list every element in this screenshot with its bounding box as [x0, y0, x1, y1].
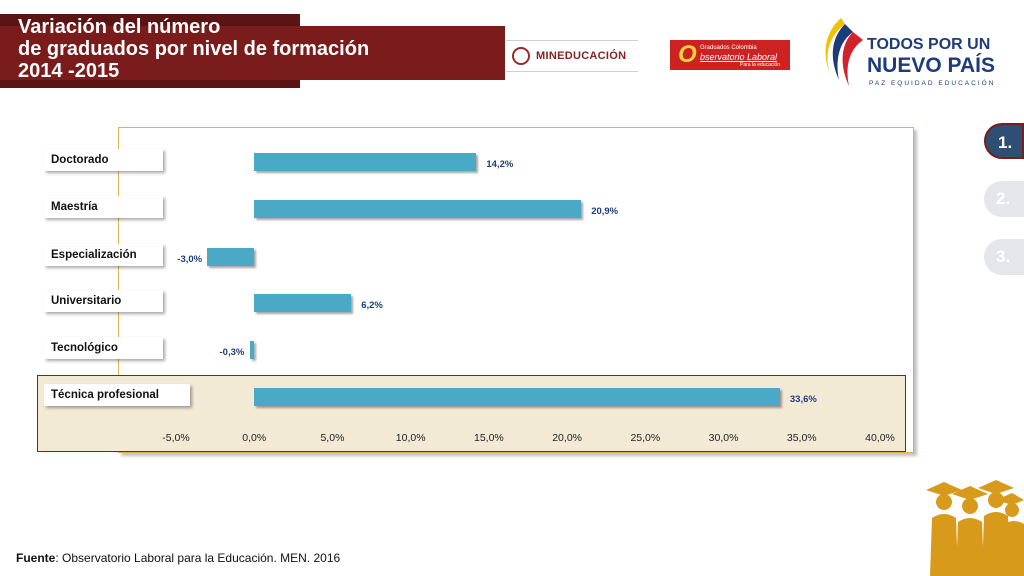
- nav-tab-2[interactable]: 2.: [984, 181, 1024, 217]
- bar: [249, 341, 255, 359]
- title-band: [0, 26, 505, 80]
- bar: [207, 248, 255, 266]
- bar: [254, 294, 352, 312]
- x-tick-label: 10,0%: [395, 432, 426, 444]
- category-label: Tecnológico: [44, 337, 163, 359]
- bar: [254, 153, 477, 171]
- observatorio-logo-line3: Para la educación: [740, 62, 781, 68]
- x-tick-label: 40,0%: [865, 432, 895, 444]
- graduates-silhouette-icon: [926, 480, 1024, 576]
- category-label: Técnica profesional: [44, 384, 190, 406]
- source-note: Fuente: Observatorio Laboral para la Edu…: [16, 551, 340, 565]
- x-tick-label: 5,0%: [320, 432, 345, 444]
- data-label: -0,3%: [219, 347, 245, 358]
- data-label: 33,6%: [789, 394, 817, 405]
- nav-tab-3[interactable]: 3.: [984, 239, 1024, 275]
- x-tick-label: 30,0%: [708, 432, 739, 444]
- mineducacion-logo-text: MINEDUCACIÓN: [536, 50, 627, 62]
- nav-tab-1[interactable]: 1.: [984, 123, 1024, 159]
- x-tick-label: 0,0%: [242, 432, 267, 444]
- observatorio-laboral-logo: O Graduados Colombia bservatorio Laboral…: [670, 40, 790, 70]
- page-title: Variación del número de graduados por ni…: [18, 16, 370, 82]
- observatorio-logo-mark: O: [678, 41, 697, 68]
- x-tick-label: -5,0%: [162, 432, 190, 444]
- data-label: 6,2%: [361, 300, 383, 311]
- colombia-seal-icon: [512, 47, 530, 65]
- x-tick-label: 15,0%: [473, 432, 504, 444]
- mineducacion-logo: MINEDUCACIÓN: [506, 40, 638, 72]
- todos-logo-line1: TODOS POR UN: [867, 36, 991, 53]
- x-tick-label: 35,0%: [786, 432, 817, 444]
- category-label: Maestría: [44, 196, 163, 218]
- data-label: -3,0%: [177, 254, 203, 265]
- observatorio-logo-line1: Graduados Colombia: [700, 45, 757, 51]
- observatorio-logo-line2: bservatorio Laboral: [700, 52, 778, 62]
- bar: [254, 200, 582, 218]
- data-label: 20,9%: [591, 206, 619, 217]
- highlight-row: [37, 375, 906, 452]
- bar: [254, 388, 780, 406]
- tricolor-swoosh-icon: [825, 18, 863, 86]
- category-label: Especialización: [44, 244, 163, 266]
- x-tick-label: 20,0%: [552, 432, 582, 444]
- source-text: : Observatorio Laboral para la Educación…: [55, 551, 341, 565]
- category-label: Universitario: [44, 290, 163, 312]
- x-tick-label: 25,0%: [630, 432, 661, 444]
- todos-por-un-nuevo-pais-logo: TODOS POR UN NUEVO PAÍS PAZ EQUIDAD EDUC…: [815, 14, 995, 94]
- category-label: Doctorado: [44, 149, 163, 171]
- source-prefix: Fuente: [16, 551, 56, 565]
- todos-logo-line2: NUEVO PAÍS: [867, 54, 995, 77]
- todos-logo-line3: PAZ EQUIDAD EDUCACIÓN: [869, 80, 996, 87]
- data-label: 14,2%: [486, 159, 514, 170]
